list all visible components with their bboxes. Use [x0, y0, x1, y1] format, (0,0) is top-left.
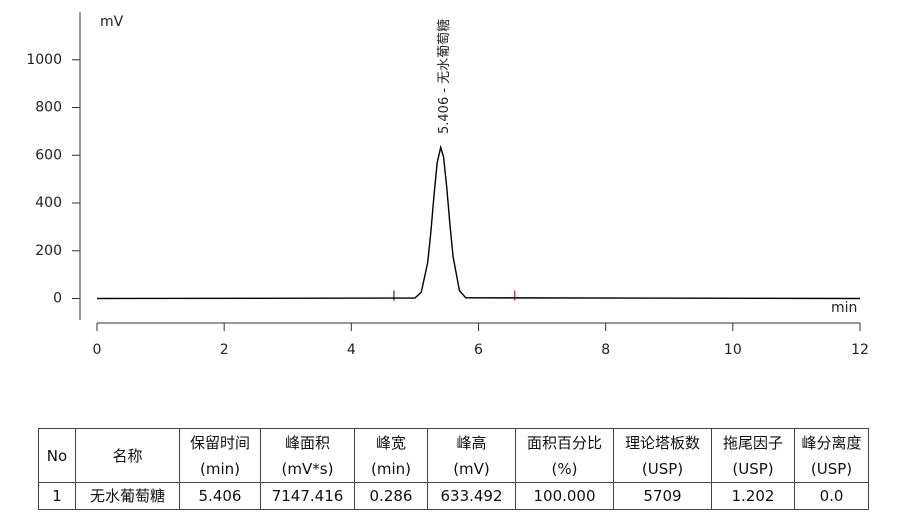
data-cell: 7147.416	[260, 482, 355, 510]
data-cell: 0.286	[354, 482, 428, 510]
chart: mV min 0 200 400 600 800 1000 0 2 4 6 8 10 12 5.406 -…	[26, 12, 869, 358]
y-tick-label: 600	[35, 147, 62, 163]
header-text: 保留时间	[189, 433, 250, 452]
header-text: 峰面积	[284, 433, 330, 452]
y-tick-label: 0	[53, 291, 62, 307]
header-text: 峰分离度	[801, 433, 862, 452]
header-text: (min)	[371, 459, 411, 478]
header-text: 峰宽	[375, 433, 406, 452]
data-cell: 5.406	[179, 482, 261, 510]
x-tick-label: 0	[93, 342, 102, 358]
header-text: 理论塔板数	[624, 433, 700, 452]
data-cell: 1.202	[711, 482, 795, 510]
header-cell: 峰分离度 (USP)	[794, 428, 869, 483]
header-row: No 名称 保留时间 (min) 峰面积 (mV*s) 峰宽 (min) 峰高 (mV) 面积百分比…	[38, 428, 869, 483]
y-axis-label: mV	[100, 14, 124, 30]
header-cell: 面积百分比 (%)	[515, 428, 614, 483]
data-cell: 无水葡萄糖	[75, 482, 180, 510]
x-tick-label: 8	[601, 342, 610, 358]
data-cell: 5709	[613, 482, 712, 510]
trace	[96, 144, 861, 300]
x-axis-label: min	[831, 300, 857, 316]
header-cell: 名称	[75, 428, 180, 483]
x-tick-label: 2	[220, 342, 229, 358]
header-cell: No	[38, 428, 76, 483]
header-text: 峰高	[456, 433, 487, 452]
header-text: (USP)	[641, 459, 684, 478]
y-tick-label: 400	[35, 195, 62, 211]
header-text: (mV*s)	[281, 459, 334, 478]
header-text: (mV)	[453, 459, 490, 478]
header-cell: 峰宽 (min)	[354, 428, 428, 483]
header-text: 名称	[112, 446, 143, 465]
x-tick-label: 4	[347, 342, 356, 358]
x-tick-label: 6	[474, 342, 483, 358]
header-text: (USP)	[732, 459, 774, 478]
header-cell: 峰面积 (mV*s)	[260, 428, 355, 483]
x-tick-label: 10	[724, 342, 742, 358]
data-cell: 100.000	[515, 482, 614, 510]
header-cell: 理论塔板数 (USP)	[613, 428, 712, 483]
results-table: No 名称 保留时间 (min) 峰面积 (mV*s) 峰宽 (min) 峰高 (mV) 面积百分比…	[38, 428, 869, 510]
y-tick-label: 800	[35, 100, 62, 116]
header-text: (USP)	[810, 459, 853, 478]
x-tick-label: 12	[851, 342, 869, 358]
header-cell: 峰高 (mV)	[427, 428, 516, 483]
peak-annotation: 5.406 - 无水葡萄糖	[436, 19, 452, 134]
data-cell: 1	[38, 482, 76, 510]
header-text: (min)	[200, 459, 240, 478]
header-cell: 拖尾因子 (USP)	[711, 428, 795, 483]
data-cell: 0.0	[794, 482, 869, 510]
y-tick-label: 200	[35, 243, 62, 259]
data-row: 1 无水葡萄糖 5.406 7147.416 0.286 633.492 100.000 57…	[38, 482, 869, 510]
header-text: (%)	[551, 459, 578, 478]
y-tick-label: 1000	[26, 52, 62, 68]
header-cell: 保留时间 (min)	[179, 428, 261, 483]
data-cell: 633.492	[427, 482, 516, 510]
header-text: 拖尾因子	[722, 433, 783, 452]
header-text: No	[46, 446, 68, 465]
header-text: 面积百分比	[526, 433, 602, 452]
